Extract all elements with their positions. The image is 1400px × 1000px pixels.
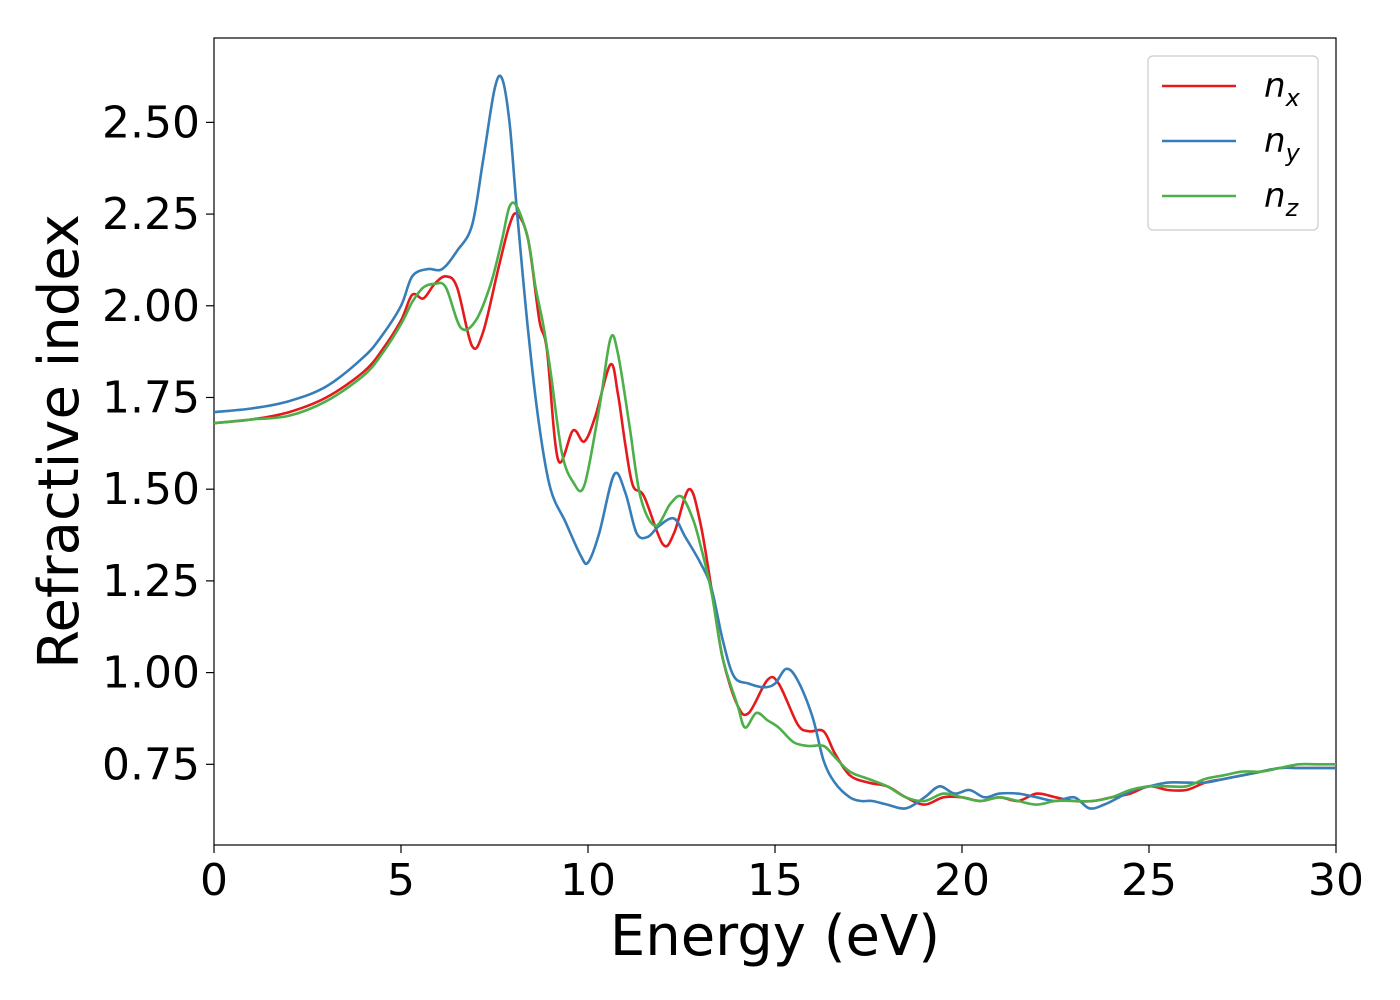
x-tick-label: 20 bbox=[934, 855, 990, 906]
legend-label-n-z: nz bbox=[1264, 176, 1300, 222]
legend-label-n-x: nx bbox=[1264, 66, 1301, 112]
series-line-n-z bbox=[213, 201, 1336, 806]
y-tick-label: 1.25 bbox=[102, 556, 200, 607]
x-tick-label: 10 bbox=[560, 855, 616, 906]
legend-box bbox=[1147, 55, 1319, 231]
y-tick-label: 2.00 bbox=[102, 281, 200, 332]
y-tick-label: 1.75 bbox=[102, 372, 200, 423]
y-tick-label: 1.00 bbox=[102, 648, 200, 699]
x-tick-label: 30 bbox=[1308, 855, 1364, 906]
y-tick-label: 0.75 bbox=[102, 739, 200, 790]
y-tick-label: 1.50 bbox=[102, 464, 200, 515]
x-axis-title: Energy (eV) bbox=[610, 904, 940, 969]
series-layer bbox=[213, 74, 1336, 810]
x-axis: 0 5 10 15 20 25 30 bbox=[200, 845, 1364, 906]
x-tick-label: 25 bbox=[1121, 855, 1177, 906]
series-line-n-x bbox=[213, 212, 1336, 806]
y-axis-title: Refractive index bbox=[27, 214, 92, 669]
x-tick-label: 5 bbox=[387, 855, 415, 906]
y-tick-label: 2.25 bbox=[102, 189, 200, 240]
legend-label-n-y: ny bbox=[1264, 121, 1301, 167]
y-axis: 0.75 1.00 1.25 1.50 1.75 2.00 2.25 2.50 bbox=[102, 97, 214, 790]
x-tick-label: 0 bbox=[200, 855, 228, 906]
series-line-n-y bbox=[213, 74, 1336, 810]
x-tick-label: 15 bbox=[747, 855, 803, 906]
y-tick-label: 2.50 bbox=[102, 97, 200, 148]
legend: nx ny nz bbox=[1147, 55, 1319, 231]
